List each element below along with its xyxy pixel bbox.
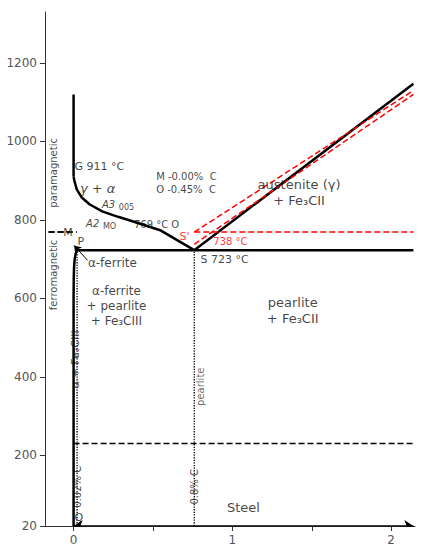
svg-text:α-ferrite: α-ferrite: [88, 256, 137, 270]
svg-text:Steel: Steel: [227, 500, 260, 515]
svg-text:paramagnetic: paramagnetic: [48, 138, 59, 208]
svg-text:200: 200: [14, 448, 37, 462]
svg-text:A2: A2: [85, 218, 99, 229]
svg-text:0.8% C: 0.8% C: [189, 469, 200, 505]
svg-text:20: 20: [22, 519, 37, 533]
svg-text:0: 0: [70, 533, 78, 547]
svg-text:S 723 °C: S 723 °C: [201, 253, 249, 266]
svg-text:738 °C: 738 °C: [213, 236, 247, 247]
svg-text:S': S': [179, 230, 189, 243]
svg-text:+ Fe₃CII: + Fe₃CII: [267, 311, 319, 326]
svg-text:M: M: [63, 226, 73, 239]
svg-text:M -0.00% C: M -0.00% C: [156, 171, 217, 182]
svg-text:1200: 1200: [6, 56, 37, 70]
svg-text:+ Fe₃CIII: + Fe₃CIII: [91, 314, 142, 328]
svg-text:P: P: [77, 235, 84, 248]
svg-text:α-ferrite: α-ferrite: [92, 284, 141, 298]
svg-text:pearlite: pearlite: [268, 295, 318, 310]
svg-text:800: 800: [14, 213, 37, 227]
svg-text:+ pearlite: + pearlite: [86, 299, 146, 313]
svg-text:O -0.45% C: O -0.45% C: [156, 184, 216, 195]
svg-text:1: 1: [229, 533, 237, 547]
svg-text:A3: A3: [101, 199, 115, 210]
svg-text:austenite (γ): austenite (γ): [258, 177, 341, 192]
svg-text:Q: Q: [74, 511, 83, 524]
svg-text:γ + α: γ + α: [80, 181, 116, 196]
svg-text:769 °C O: 769 °C O: [134, 219, 179, 230]
svg-text:+ Fe₃CII: + Fe₃CII: [273, 193, 325, 208]
svg-text:1000: 1000: [6, 134, 37, 148]
svg-text:G 911 °C: G 911 °C: [74, 160, 124, 173]
svg-text:2: 2: [387, 533, 395, 547]
svg-text:0.02% C: 0.02% C: [72, 466, 83, 508]
svg-text:pearlite: pearlite: [195, 368, 206, 406]
svg-text:ferromagnetic: ferromagnetic: [48, 240, 59, 311]
svg-text:600: 600: [14, 291, 37, 305]
svg-text:400: 400: [14, 370, 37, 384]
svg-text:005: 005: [119, 203, 134, 212]
svg-text:α + Fe₃CIII: α + Fe₃CIII: [69, 330, 82, 388]
svg-text:MO: MO: [103, 222, 116, 231]
